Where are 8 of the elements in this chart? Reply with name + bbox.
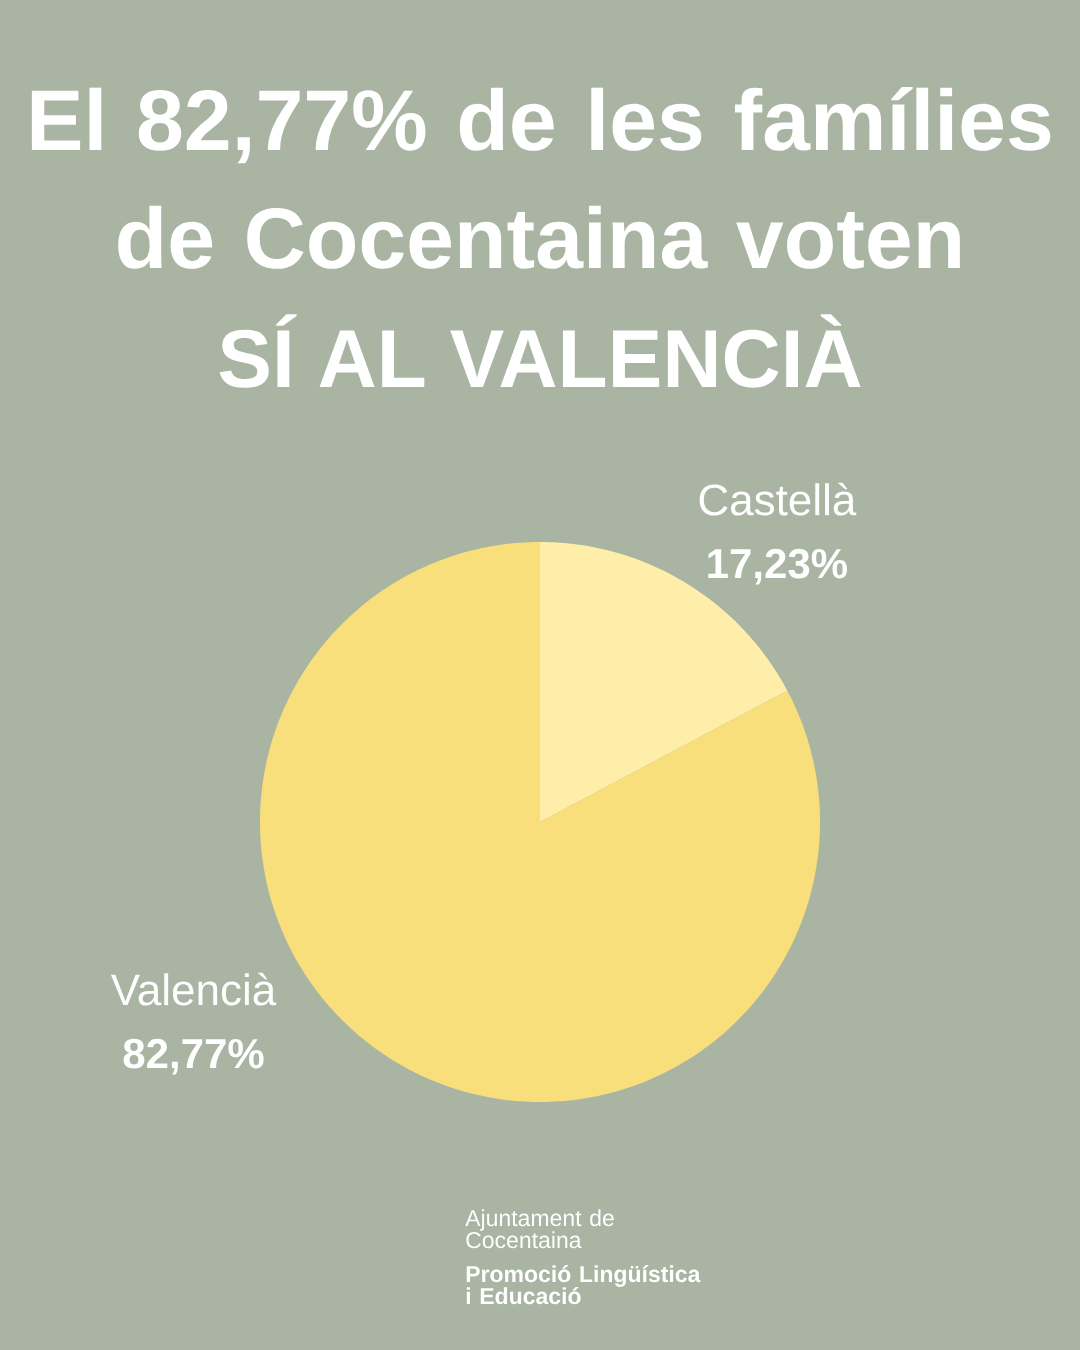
text: Promoció Lingüística i Educació [466, 1265, 701, 1305]
data-label: 17,23% [708, 548, 847, 585]
text: Ajuntament de Cocentaina [465, 1209, 614, 1249]
chart-subtitle: SÍ AL VALENCIÀ [219, 314, 861, 388]
slice-label: Castellà [699, 482, 857, 516]
slice-label: Valencià [110, 972, 277, 1006]
data-label: 82,77% [123, 1038, 264, 1075]
chart-title: El 82,77% de les famílies de Cocentaina voten [31, 86, 1051, 269]
